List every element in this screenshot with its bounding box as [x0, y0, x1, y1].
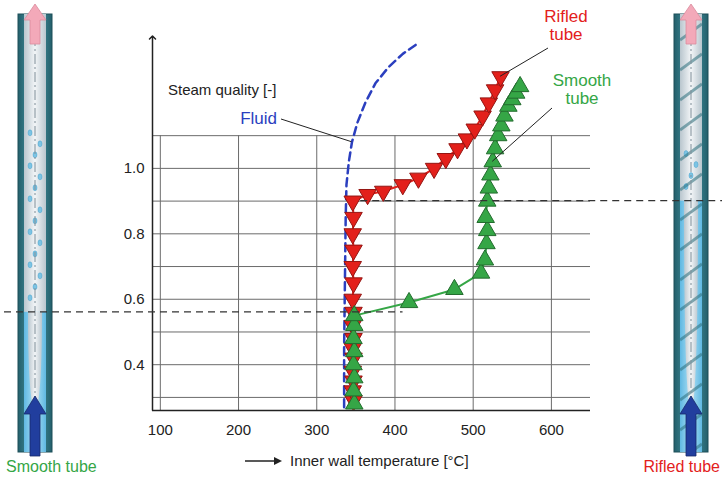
svg-text:0.6: 0.6: [124, 290, 145, 307]
svg-text:600: 600: [539, 421, 564, 438]
svg-text:Rifled tube: Rifled tube: [644, 458, 721, 475]
svg-text:100: 100: [148, 421, 173, 438]
svg-text:400: 400: [382, 421, 407, 438]
svg-text:Steam quality [-]: Steam quality [-]: [168, 81, 276, 98]
svg-text:Rifledtube: Rifledtube: [544, 7, 587, 44]
svg-text:1.0: 1.0: [124, 159, 145, 176]
svg-text:Smoothtube: Smoothtube: [553, 71, 612, 108]
svg-text:0.4: 0.4: [124, 355, 145, 372]
svg-text:200: 200: [226, 421, 251, 438]
svg-text:500: 500: [461, 421, 486, 438]
svg-text:Fluid: Fluid: [240, 109, 277, 128]
svg-text:Inner wall temperature [°C]: Inner wall temperature [°C]: [290, 452, 469, 469]
svg-text:300: 300: [304, 421, 329, 438]
svg-text:Smooth tube: Smooth tube: [6, 458, 97, 475]
svg-text:0.8: 0.8: [124, 225, 145, 242]
